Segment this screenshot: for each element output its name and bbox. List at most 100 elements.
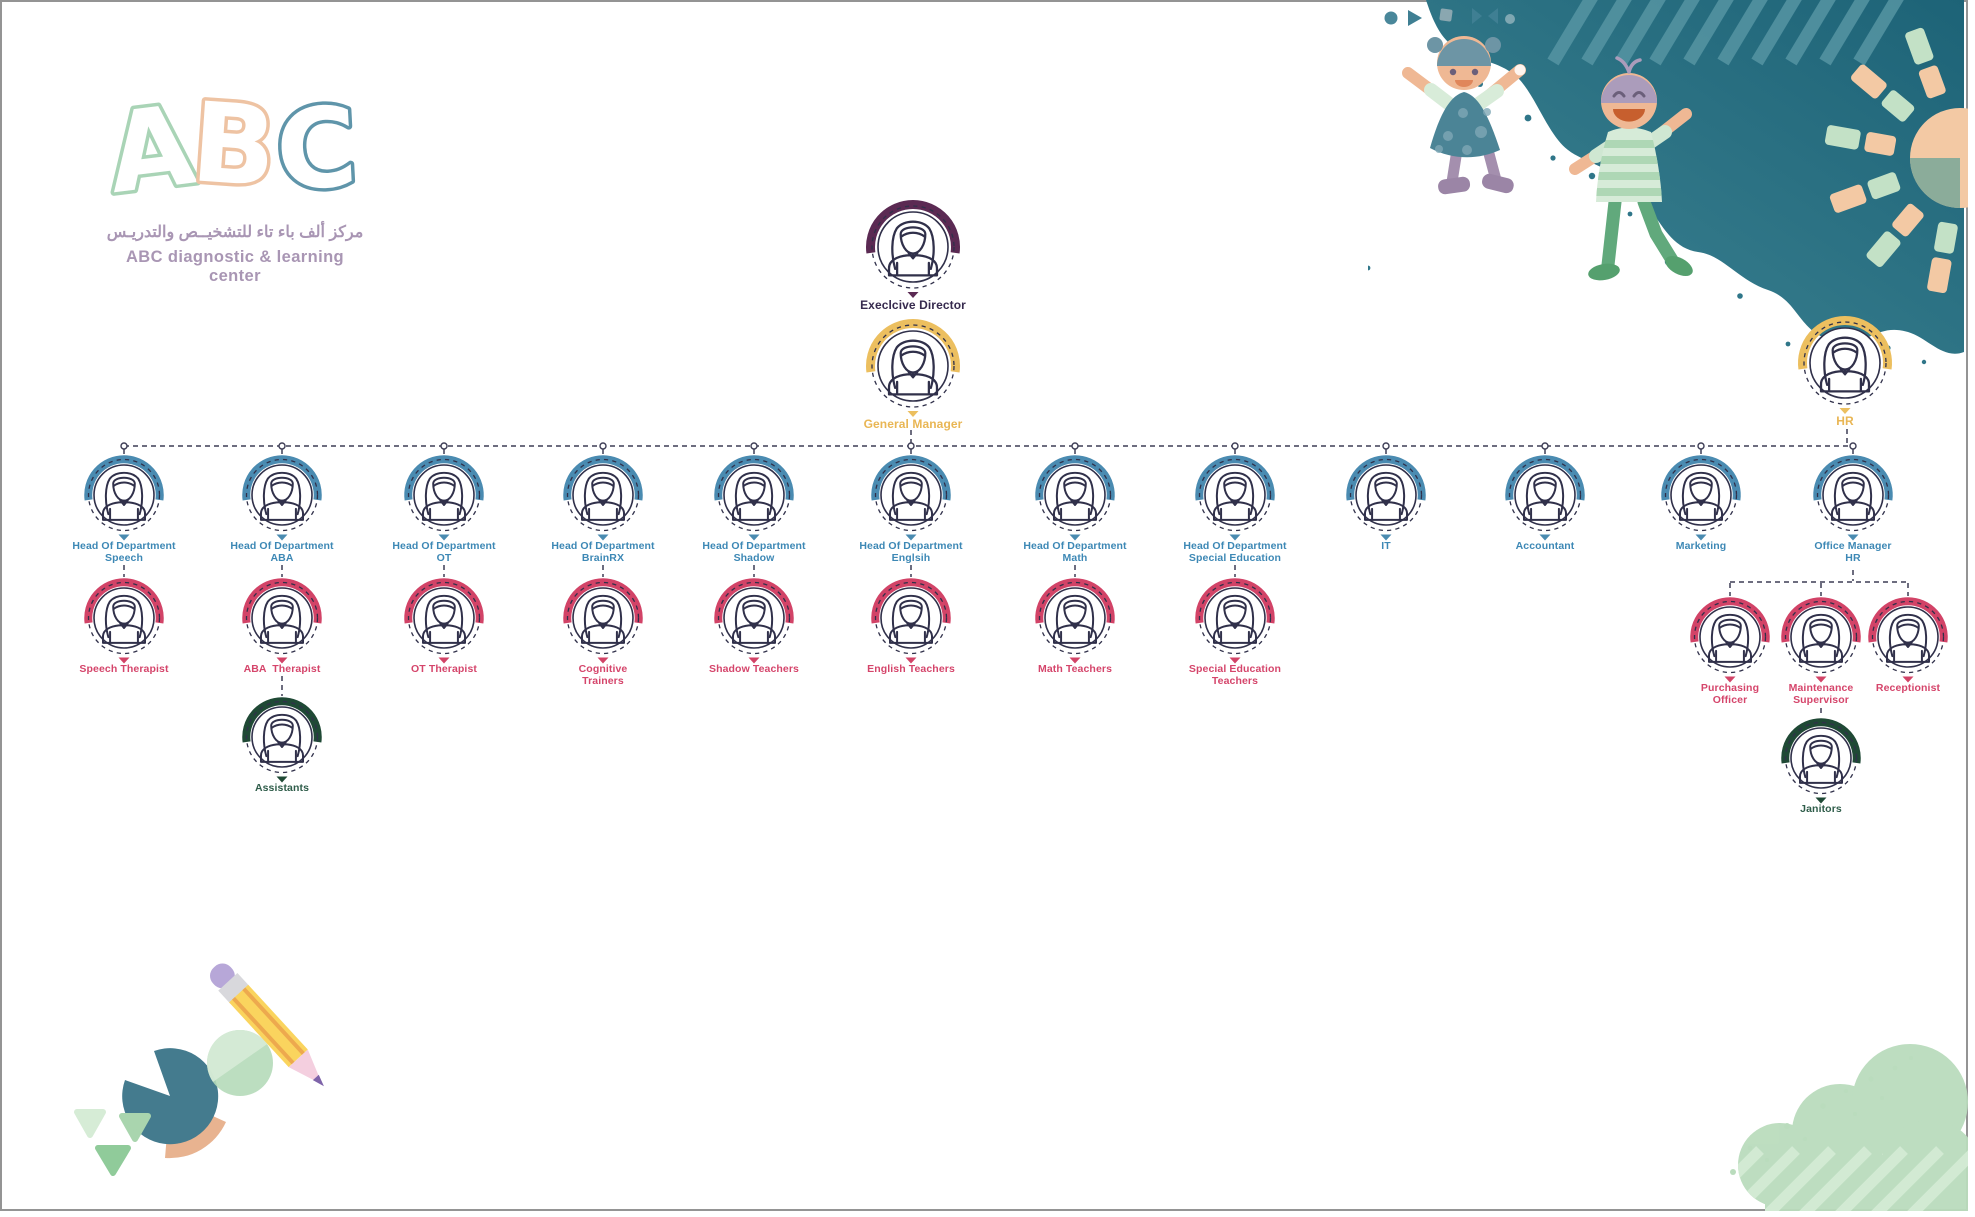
down-arrow-icon (597, 657, 609, 664)
org-node-hr[interactable]: HR (1765, 315, 1925, 427)
dashed-ring (1198, 581, 1272, 655)
person-badge-icon (1781, 597, 1861, 683)
down-arrow-icon (748, 534, 760, 541)
dashed-ring (1871, 600, 1945, 674)
org-node-label: English Teachers (867, 663, 955, 675)
org-node-head-aba[interactable]: Head Of Department ABA (202, 454, 362, 564)
org-node-head-math[interactable]: Head Of Department Math (995, 454, 1155, 564)
role-arc (866, 200, 960, 254)
person-badge-icon (1195, 455, 1275, 541)
org-node-special-education-teachers[interactable]: Special Education Teachers (1155, 577, 1315, 687)
person-badge-icon (1505, 455, 1585, 541)
dashed-ring (245, 700, 319, 774)
person-badge-icon (871, 455, 951, 541)
org-node-receptionist[interactable]: Receptionist (1828, 596, 1975, 694)
org-node-label: Receptionist (1875, 682, 1941, 694)
dashed-ring (1816, 458, 1890, 532)
org-node-ot-therapist[interactable]: OT Therapist (364, 577, 524, 675)
org-node-label: Marketing (1675, 540, 1727, 552)
down-arrow-icon (276, 776, 288, 783)
org-node-english-teachers[interactable]: English Teachers (831, 577, 991, 675)
org-node-head-special-education[interactable]: Head Of Department Special Education (1155, 454, 1315, 564)
person-badge-icon (1035, 578, 1115, 664)
org-node-head-shadow[interactable]: Head Of Department Shadow (674, 454, 834, 564)
dashed-ring (717, 581, 791, 655)
dashed-ring (1693, 600, 1767, 674)
org-node-head-brainrx[interactable]: Head Of Department BrainRX (523, 454, 683, 564)
down-arrow-icon (118, 534, 130, 541)
org-node-purchasing-officer[interactable]: Purchasing Officer (1650, 596, 1810, 706)
org-node-label: General Manager (863, 417, 963, 431)
org-node-label: Office Manager HR (1814, 540, 1892, 564)
person-badge-icon (871, 578, 951, 664)
dashed-ring (874, 581, 948, 655)
org-node-cognitive-trainers[interactable]: Cognitive Trainers (523, 577, 683, 687)
connector-dot (907, 442, 915, 450)
org-node-janitors[interactable]: Janitors (1741, 717, 1901, 815)
role-arc (866, 319, 960, 373)
down-arrow-icon (118, 657, 130, 664)
org-node-label: Accountant (1515, 540, 1575, 552)
org-node-speech-therapist[interactable]: Speech Therapist (44, 577, 204, 675)
role-arc (1798, 316, 1892, 370)
person-badge-icon (1195, 578, 1275, 664)
dashed-ring (1664, 458, 1738, 532)
org-node-shadow-teachers[interactable]: Shadow Teachers (674, 577, 834, 675)
dashed-ring (407, 581, 481, 655)
down-arrow-icon (1380, 534, 1392, 541)
person-badge-icon (404, 578, 484, 664)
org-node-assistants[interactable]: Assistants (202, 696, 362, 794)
connector-dot (599, 442, 607, 450)
connector-dot (750, 442, 758, 450)
dashed-ring (1508, 458, 1582, 532)
org-node-it[interactable]: IT (1306, 454, 1466, 552)
person-badge-icon (1661, 455, 1741, 541)
connector-dot (1849, 442, 1857, 450)
dashed-ring (871, 205, 955, 289)
down-arrow-icon (1229, 657, 1241, 664)
down-arrow-icon (1902, 676, 1914, 683)
logo-letter-b: B (188, 78, 281, 212)
down-arrow-icon (1695, 534, 1707, 541)
org-node-label: ABA Therapist (243, 663, 321, 675)
connector-dot (440, 442, 448, 450)
org-node-accountant[interactable]: Accountant (1465, 454, 1625, 552)
org-node-label: Head Of Department BrainRX (551, 540, 655, 564)
org-node-label: Head Of Department Math (1023, 540, 1127, 564)
org-node-aba-therapist[interactable]: ABA Therapist (202, 577, 362, 675)
person-badge-icon (714, 455, 794, 541)
connector-dot (1697, 442, 1705, 450)
down-arrow-icon (276, 534, 288, 541)
org-node-maintenance-supervisor[interactable]: Maintenance Supervisor (1741, 596, 1901, 706)
org-node-label: Execlcive Director (860, 298, 966, 312)
down-arrow-icon (597, 534, 609, 541)
org-node-general-manager[interactable]: General Manager (833, 318, 993, 430)
down-arrow-icon (748, 657, 760, 664)
dashed-ring (1784, 721, 1858, 795)
abc-logo-letters: A B C ® (98, 65, 462, 222)
dashed-ring (87, 581, 161, 655)
down-arrow-icon (438, 534, 450, 541)
down-arrow-icon (1229, 534, 1241, 541)
org-node-head-ot[interactable]: Head Of Department OT (364, 454, 524, 564)
org-node-executive-director[interactable]: Execlcive Director (833, 199, 993, 311)
org-node-math-teachers[interactable]: Math Teachers (995, 577, 1155, 675)
org-node-office-manager-hr[interactable]: Office Manager HR (1773, 454, 1933, 564)
org-node-label: Special Education Teachers (1188, 663, 1282, 687)
org-node-label: Head Of Department Englsih (859, 540, 963, 564)
org-node-marketing[interactable]: Marketing (1621, 454, 1781, 552)
org-node-label: Speech Therapist (79, 663, 169, 675)
connector-dot (1071, 442, 1079, 450)
org-node-head-speech[interactable]: Head Of Department Speech (44, 454, 204, 564)
person-badge-icon (866, 319, 960, 417)
person-badge-icon (563, 455, 643, 541)
person-badge-icon (242, 578, 322, 664)
down-arrow-icon (1539, 534, 1551, 541)
dashed-ring (1198, 458, 1272, 532)
org-node-label: Head Of Department Special Education (1183, 540, 1287, 564)
person-badge-icon (714, 578, 794, 664)
org-node-label: Assistants (254, 782, 310, 794)
person-badge-icon (1813, 455, 1893, 541)
connector-dot (1231, 442, 1239, 450)
org-node-head-english[interactable]: Head Of Department Englsih (831, 454, 991, 564)
